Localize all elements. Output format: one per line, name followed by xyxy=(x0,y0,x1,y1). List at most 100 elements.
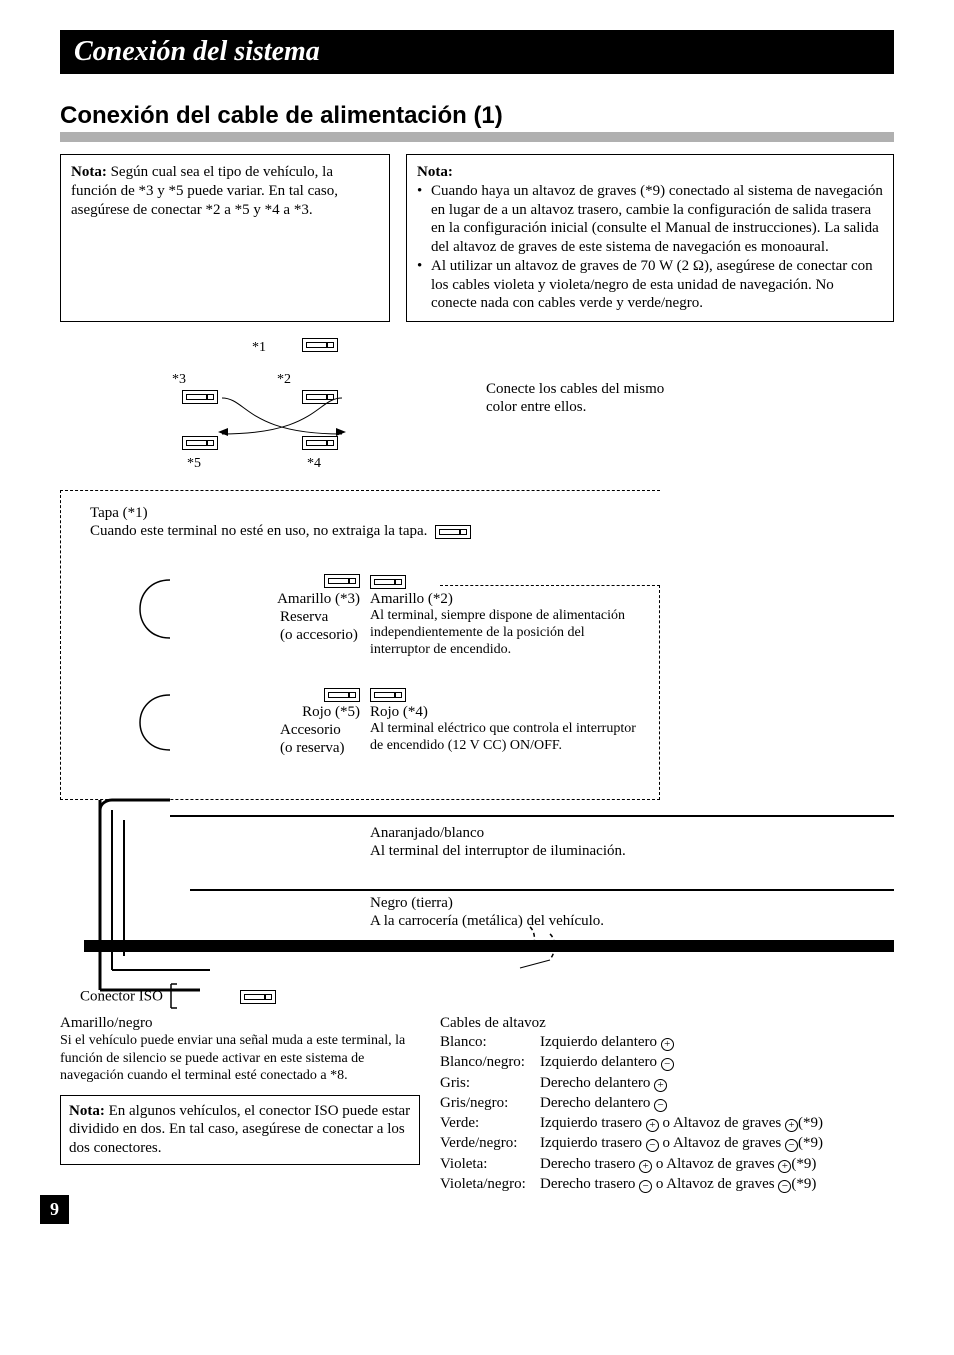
match-colors-note: Conecte los cables del mismo color entre… xyxy=(406,330,894,416)
anaranjado-block: Anaranjado/blanco Al terminal del interr… xyxy=(370,824,790,860)
note-label: Nota: xyxy=(71,164,107,180)
amarillo3-block: Amarillo (*3) Reserva (o accesorio) xyxy=(180,572,360,644)
connector-icon xyxy=(324,574,360,588)
polarity-icon: + xyxy=(639,1160,652,1173)
note-label: Nota: xyxy=(417,163,883,182)
amarillo2-block: Amarillo (*2) Al terminal, siempre dispo… xyxy=(370,572,630,658)
wiring-area: Tapa (*1) Cuando este terminal no esté e… xyxy=(60,490,894,1010)
iso-block: Conector ISO xyxy=(80,982,276,1012)
connector-icon xyxy=(324,688,360,702)
polarity-icon: + xyxy=(646,1119,659,1132)
note2-bullet1: • Cuando haya un altavoz de graves (*9) … xyxy=(417,182,883,257)
iso-label: Conector ISO xyxy=(80,988,163,1004)
cross-lines-icon xyxy=(152,384,372,444)
match-colors-text: Conecte los cables del mismo color entre… xyxy=(486,380,686,416)
speaker-value: Derecho delantero + xyxy=(540,1073,894,1093)
tapa-body: Cuando este terminal no esté en uso, no … xyxy=(90,523,427,539)
connector-icon xyxy=(302,338,338,352)
page-number: 9 xyxy=(40,1195,69,1224)
speaker-value: Izquierdo delantero + xyxy=(540,1032,894,1052)
anaranjado-body: Al terminal del interruptor de iluminaci… xyxy=(370,842,790,860)
speaker-value: Izquierdo trasero − o Altavoz de graves … xyxy=(540,1133,894,1153)
notes-row: Nota: Según cual sea el tipo de vehículo… xyxy=(60,154,894,322)
speaker-row: Blanco/negro:Izquierdo delantero − xyxy=(440,1052,894,1072)
dlabel-5: *5 xyxy=(187,456,201,472)
speaker-color: Violeta: xyxy=(440,1154,540,1174)
rojo4-body: Al terminal eléctrico que controla el in… xyxy=(370,721,640,755)
speaker-row: Verde/negro:Izquierdo trasero − o Altavo… xyxy=(440,1133,894,1153)
connector-diagram: *1 *3 *2 *5 *4 xyxy=(60,336,390,486)
polarity-icon: − xyxy=(661,1058,674,1071)
speaker-row: Gris/negro:Derecho delantero − xyxy=(440,1093,894,1113)
connector-icon xyxy=(370,575,406,589)
polarity-icon: − xyxy=(639,1180,652,1193)
iso-note-body: En algunos vehículos, el conector ISO pu… xyxy=(69,1103,410,1157)
speaker-color: Blanco: xyxy=(440,1032,540,1052)
speaker-color: Verde: xyxy=(440,1113,540,1133)
speaker-row: Violeta:Derecho trasero + o Altavoz de g… xyxy=(440,1154,894,1174)
bracket-icon xyxy=(167,982,197,1012)
speaker-color: Violeta/negro: xyxy=(440,1174,540,1194)
note-label: Nota: xyxy=(69,1103,105,1119)
title-bar: Conexión del sistema xyxy=(60,30,894,74)
speaker-value: Derecho trasero + o Altavoz de graves +(… xyxy=(540,1154,894,1174)
polarity-icon: − xyxy=(646,1139,659,1152)
amarillo2-l1: Amarillo (*2) xyxy=(370,590,630,608)
bullet-dot-icon: • xyxy=(417,182,431,257)
speaker-row: Verde:Izquierdo trasero + o Altavoz de g… xyxy=(440,1113,894,1133)
amarillo-negro-title: Amarillo/negro xyxy=(60,1014,420,1032)
note2-b1-text: Cuando haya un altavoz de graves (*9) co… xyxy=(431,182,883,257)
negro-block: Negro (tierra) A la carrocería (metálica… xyxy=(370,894,630,930)
section-header: Conexión del cable de alimentación (1) xyxy=(60,102,894,142)
amarillo3-l1: Amarillo (*3) xyxy=(180,590,360,608)
dlabel-1: *1 xyxy=(252,340,266,356)
note-box-left: Nota: Según cual sea el tipo de vehículo… xyxy=(60,154,390,322)
note2-b2-text: Al utilizar un altavoz de graves de 70 W… xyxy=(431,257,883,313)
polarity-icon: + xyxy=(661,1038,674,1051)
speaker-value: Derecho delantero − xyxy=(540,1093,894,1113)
bullet-dot-icon: • xyxy=(417,257,431,313)
amarillo3-l2: Reserva xyxy=(180,608,360,626)
rojo5-l2: Accesorio xyxy=(180,721,360,739)
polarity-icon: + xyxy=(785,1119,798,1132)
polarity-icon: − xyxy=(654,1099,667,1112)
polarity-icon: + xyxy=(654,1079,667,1092)
speaker-row: Gris:Derecho delantero + xyxy=(440,1073,894,1093)
speaker-color: Gris/negro: xyxy=(440,1093,540,1113)
speaker-value: Izquierdo delantero − xyxy=(540,1052,894,1072)
dlabel-4: *4 xyxy=(307,456,321,472)
speaker-row: Violeta/negro:Derecho trasero − o Altavo… xyxy=(440,1174,894,1194)
speaker-row: Blanco:Izquierdo delantero + xyxy=(440,1032,894,1052)
polarity-icon: + xyxy=(778,1160,791,1173)
note1-body: Según cual sea el tipo de vehículo, la f… xyxy=(71,164,338,218)
rojo4-l1: Rojo (*4) xyxy=(370,703,640,721)
polarity-icon: − xyxy=(778,1180,791,1193)
amarillo2-body: Al terminal, siempre dispone de alimenta… xyxy=(370,608,630,658)
negro-l1: Negro (tierra) xyxy=(370,894,630,912)
iso-note-box: Nota: En algunos vehículos, el conector … xyxy=(60,1095,420,1165)
speaker-value: Izquierdo trasero + o Altavoz de graves … xyxy=(540,1113,894,1133)
speaker-color: Blanco/negro: xyxy=(440,1052,540,1072)
rojo5-l3: (o reserva) xyxy=(180,739,360,757)
speaker-table: Cables de altavoz Blanco:Izquierdo delan… xyxy=(440,1014,894,1194)
connector-icon xyxy=(240,990,276,1004)
tapa-title: Tapa (*1) xyxy=(90,504,650,522)
amarillo-negro-body: Si el vehículo puede enviar una señal mu… xyxy=(60,1032,420,1085)
speaker-color: Gris: xyxy=(440,1073,540,1093)
speakers-title: Cables de altavoz xyxy=(440,1014,894,1032)
speaker-value: Derecho trasero − o Altavoz de graves −(… xyxy=(540,1174,894,1194)
speaker-color: Verde/negro: xyxy=(440,1133,540,1153)
connector-icon xyxy=(435,525,471,539)
rojo5-l1: Rojo (*5) xyxy=(180,703,360,721)
rojo4-block: Rojo (*4) Al terminal eléctrico que cont… xyxy=(370,685,640,755)
polarity-icon: − xyxy=(785,1139,798,1152)
amarillo3-l3: (o accesorio) xyxy=(180,626,360,644)
connector-icon xyxy=(370,688,406,702)
anaranjado-l1: Anaranjado/blanco xyxy=(370,824,790,842)
note-box-right: Nota: • Cuando haya un altavoz de graves… xyxy=(406,154,894,322)
negro-body: A la carrocería (metálica) del vehículo. xyxy=(370,912,630,930)
connector-icon xyxy=(302,436,338,450)
connector-icon xyxy=(182,436,218,450)
tapa-row: Tapa (*1) Cuando este terminal no esté e… xyxy=(90,504,650,540)
note2-bullet2: • Al utilizar un altavoz de graves de 70… xyxy=(417,257,883,313)
